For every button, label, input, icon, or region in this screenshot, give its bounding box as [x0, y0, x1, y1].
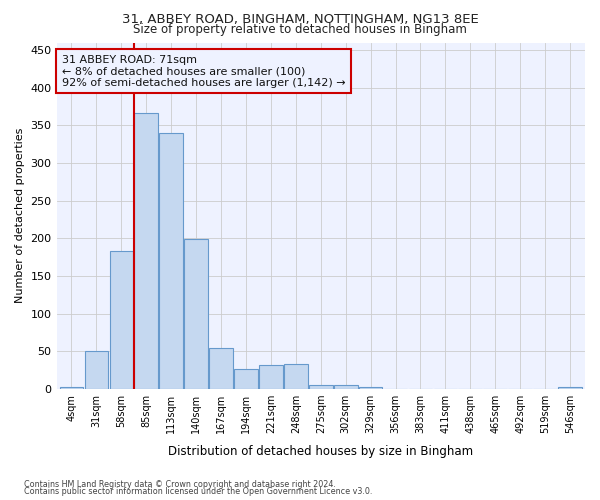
Bar	[334, 384, 358, 389]
X-axis label: Distribution of detached houses by size in Bingham: Distribution of detached houses by size …	[168, 444, 473, 458]
Bar	[558, 387, 582, 389]
Text: Contains public sector information licensed under the Open Government Licence v3: Contains public sector information licen…	[24, 488, 373, 496]
Text: Size of property relative to detached houses in Bingham: Size of property relative to detached ho…	[133, 24, 467, 36]
Bar	[85, 352, 108, 389]
Bar	[160, 133, 183, 389]
Text: 31 ABBEY ROAD: 71sqm
← 8% of detached houses are smaller (100)
92% of semi-detac: 31 ABBEY ROAD: 71sqm ← 8% of detached ho…	[62, 54, 346, 88]
Bar	[359, 387, 382, 389]
Bar	[110, 251, 133, 389]
Text: 31, ABBEY ROAD, BINGHAM, NOTTINGHAM, NG13 8EE: 31, ABBEY ROAD, BINGHAM, NOTTINGHAM, NG1…	[122, 12, 478, 26]
Bar	[184, 239, 208, 389]
Bar	[134, 112, 158, 389]
Bar	[309, 384, 332, 389]
Bar	[284, 364, 308, 389]
Bar	[234, 370, 258, 389]
Bar	[59, 387, 83, 389]
Bar	[209, 348, 233, 389]
Text: Contains HM Land Registry data © Crown copyright and database right 2024.: Contains HM Land Registry data © Crown c…	[24, 480, 336, 489]
Bar	[259, 365, 283, 389]
Y-axis label: Number of detached properties: Number of detached properties	[15, 128, 25, 304]
